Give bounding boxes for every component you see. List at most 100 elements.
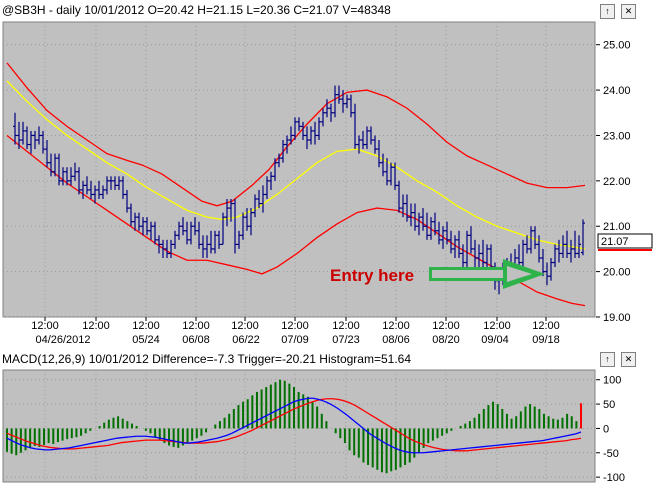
price-bar [181, 217, 185, 236]
price-x-date-label: 08/06 [382, 334, 410, 346]
price-bar [405, 194, 409, 222]
macd-y-tick-label: -50 [603, 448, 619, 460]
price-x-date-label: 07/09 [281, 334, 309, 346]
price-x-date-label: 04/26/2012 [35, 334, 90, 346]
price-pane-header: @SB3H - daily 10/01/2012 O=20.42 H=21.15… [2, 3, 391, 17]
price-bar [457, 230, 461, 258]
price-bar [141, 217, 145, 236]
price-y-tick-label: 19.00 [603, 312, 631, 324]
price-bar [365, 126, 369, 150]
price-bars [13, 85, 585, 295]
price-bar [61, 167, 65, 186]
price-bar [37, 126, 41, 145]
macd-y-tick-label: 100 [603, 375, 621, 387]
price-bar [549, 258, 553, 281]
price-bar [17, 121, 21, 150]
price-bar [129, 203, 133, 227]
macd-y-tick-label: -100 [603, 472, 625, 484]
price-bar [89, 180, 93, 199]
price-bar [205, 235, 209, 258]
macd-chart[interactable]: 100 50 0 -50 -100 [0, 348, 654, 484]
macd-y-tick-label: 50 [603, 399, 615, 411]
price-bar [377, 140, 381, 168]
price-bar [265, 176, 269, 199]
price-x-date-label: 07/23 [332, 334, 360, 346]
price-x-date-label: 09/04 [481, 334, 509, 346]
price-bar [461, 244, 465, 268]
price-bar [41, 130, 45, 154]
price-bar [465, 230, 469, 268]
price-bar [273, 158, 277, 181]
price-bar [345, 94, 349, 109]
price-bar [389, 162, 393, 186]
price-bar [373, 135, 377, 154]
price-bar [481, 239, 485, 268]
price-bar [197, 221, 201, 249]
price-bar [45, 140, 49, 168]
price-y-tick-label: 22.00 [603, 176, 631, 188]
price-x-time-label: 12:00 [382, 320, 410, 332]
price-bar [233, 199, 237, 254]
price-x-time-label: 12:00 [182, 320, 210, 332]
price-axis-area [596, 22, 654, 317]
price-bar [561, 235, 565, 258]
price-bar [421, 208, 425, 231]
macd-pane: MACD(12,26,9) 10/01/2012 Difference=-7.3… [0, 348, 654, 484]
price-bar [341, 90, 345, 113]
price-bar [557, 239, 561, 263]
price-bar [189, 221, 193, 245]
price-bar [157, 235, 161, 254]
price-bar [297, 117, 301, 131]
price-x-date-label: 06/08 [182, 334, 210, 346]
price-bar [201, 235, 205, 258]
price-x-time-label: 12:00 [532, 320, 560, 332]
mid-average-line [6, 80, 586, 250]
price-bar [249, 208, 253, 236]
price-bar [125, 189, 129, 213]
close-icon[interactable]: ✕ [621, 4, 636, 19]
price-chart[interactable]: 25.00 24.00 23.00 22.00 21.00 20.00 19.00 12:0… [0, 0, 654, 348]
price-bar [133, 212, 137, 231]
price-bar [545, 262, 549, 286]
price-bar [57, 153, 61, 186]
price-bar [537, 235, 541, 263]
price-bar [317, 117, 321, 140]
price-x-axis: 12:00 12:00 12:00 12:00 12:00 12:00 12:00 12:00… [31, 317, 560, 346]
price-bar [225, 199, 229, 227]
price-bar [533, 226, 537, 249]
price-bar [525, 235, 529, 254]
pin-icon[interactable]: ↑ [600, 4, 615, 19]
price-bar [209, 230, 213, 254]
price-bar [105, 176, 109, 195]
price-bar [441, 226, 445, 249]
price-bar [25, 126, 29, 150]
price-y-tick-label: 23.00 [603, 130, 631, 142]
price-bar [289, 126, 293, 145]
price-bar [237, 230, 241, 249]
price-bar [213, 230, 217, 254]
price-bar [65, 167, 69, 186]
price-bar [305, 126, 309, 150]
price-bar [409, 203, 413, 227]
price-bar [169, 239, 173, 258]
price-bar [13, 112, 17, 145]
price-bar [33, 130, 37, 150]
close-icon[interactable]: ✕ [621, 352, 636, 367]
price-bar [85, 176, 89, 195]
macd-lines [6, 397, 582, 454]
macd-difference-line [6, 397, 582, 454]
price-bar [321, 108, 325, 127]
price-bar [553, 244, 557, 268]
price-bar [281, 140, 285, 163]
price-bar [357, 135, 361, 154]
macd-histogram [6, 379, 582, 474]
price-bar [173, 230, 177, 249]
price-bar [121, 176, 125, 199]
macd-signal-line [6, 398, 582, 452]
price-x-time-label: 12:00 [31, 320, 59, 332]
price-x-time-label: 12:00 [483, 320, 511, 332]
price-bar [93, 185, 97, 204]
price-bar [113, 176, 117, 190]
price-x-date-label: 06/22 [232, 334, 260, 346]
pin-icon[interactable]: ↑ [600, 352, 615, 367]
